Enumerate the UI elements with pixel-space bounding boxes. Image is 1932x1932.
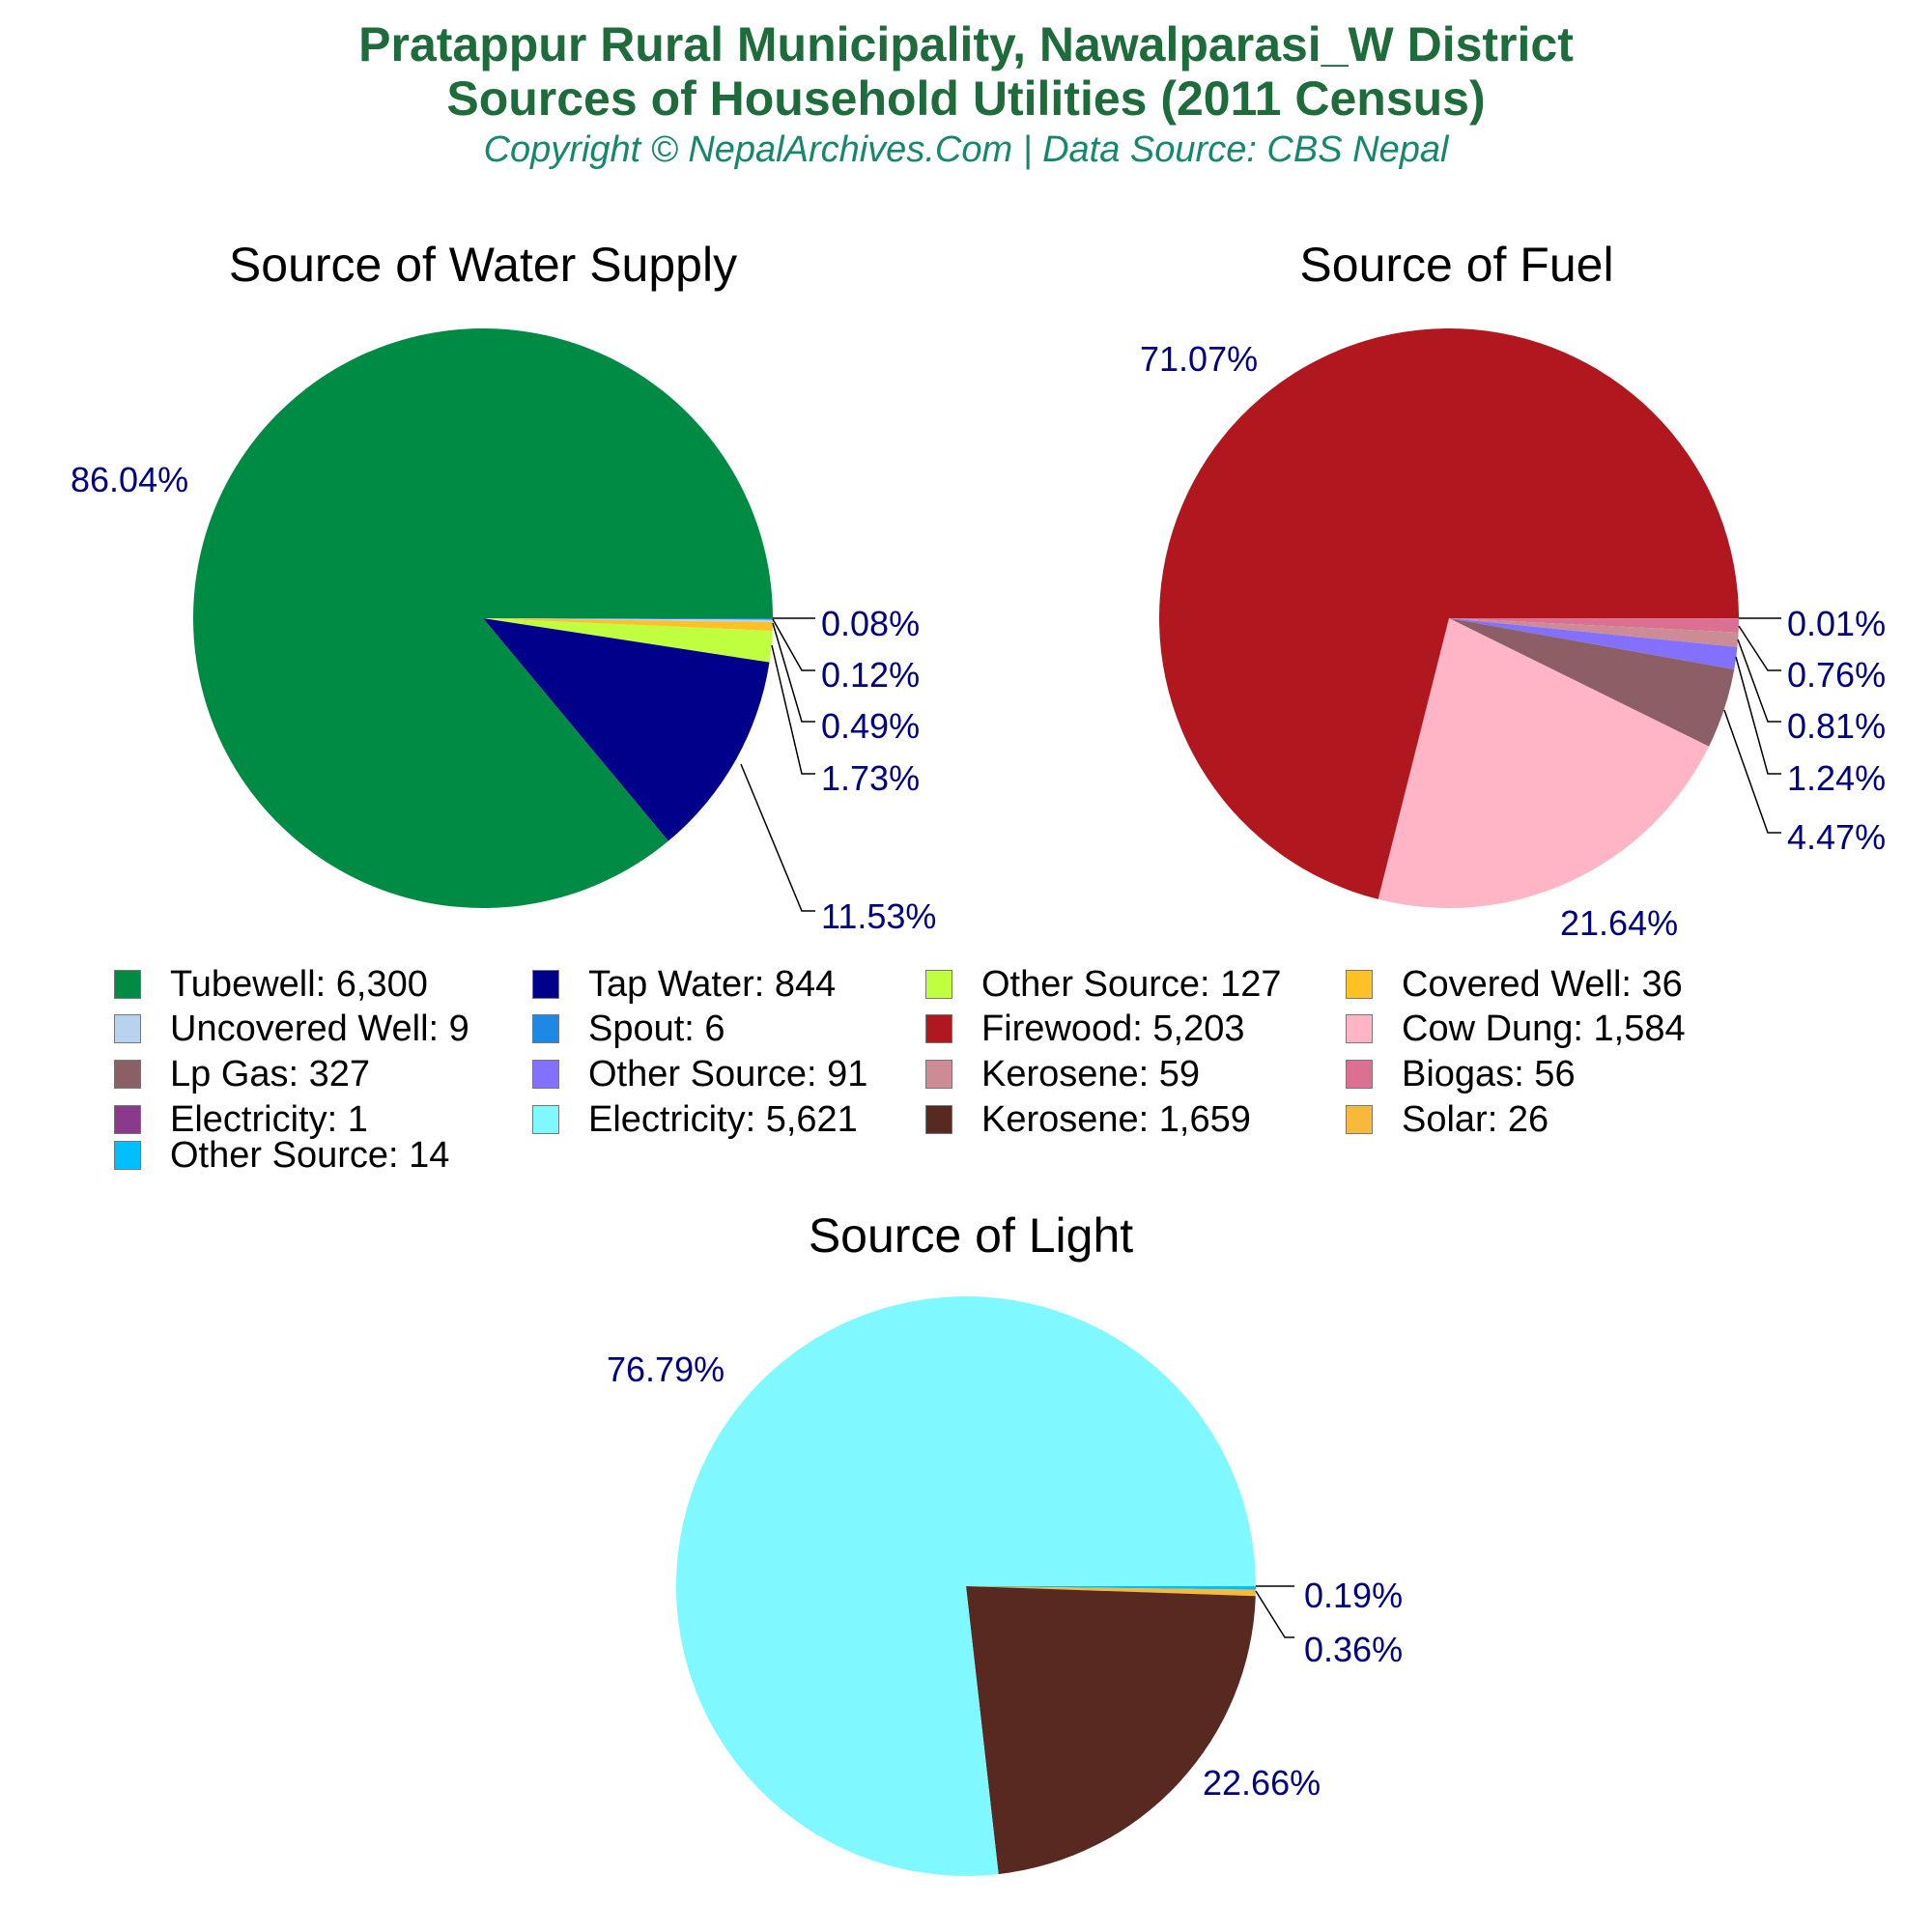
fuel-label-firewood: 71.07% — [1140, 339, 1258, 379]
legend-swatch — [114, 970, 141, 999]
water-label-spout: 0.08% — [821, 604, 920, 643]
legend-swatch — [114, 1060, 141, 1089]
legend-item-kerosene-light: Kerosene: 1,659 — [925, 1098, 1251, 1141]
legend-label: Tubewell: 6,300 — [170, 963, 428, 1005]
legend-swatch — [532, 1014, 559, 1043]
fuel-percent-labels: 71.07% 21.64% 4.47% 1.24% 0.81% 0.76% 0.… — [1140, 339, 1886, 943]
legend-swatch — [925, 1105, 952, 1134]
legend-item-spout: Spout: 6 — [532, 1008, 725, 1050]
legend-item-electricity-fuel: Electricity: 1 — [114, 1098, 368, 1141]
legend-label: Kerosene: 59 — [981, 1053, 1201, 1094]
water-label-tap: 11.53% — [821, 896, 936, 936]
legend-swatch — [532, 1060, 559, 1089]
pie-slice-other-source — [966, 1586, 1256, 1590]
legend-label: Other Source: 127 — [981, 963, 1282, 1005]
pie-slice-cow-dung — [1378, 618, 1710, 908]
light-label-kerosene: 22.66% — [1203, 1763, 1321, 1803]
pie-slice-electricity — [676, 1296, 1256, 1876]
legend-item-firewood: Firewood: 5,203 — [925, 1008, 1245, 1050]
legend-item-biogas: Biogas: 56 — [1346, 1053, 1576, 1095]
legend-item-kerosene-fuel: Kerosene: 59 — [925, 1053, 1200, 1095]
water-percent-labels: 86.04% 11.53% 1.73% 0.49% 0.12% 0.08% — [71, 460, 936, 936]
legend-label: Other Source: 91 — [588, 1053, 868, 1094]
pie-slice-lp-gas — [1449, 618, 1735, 747]
pie-slice-tubewell — [193, 328, 773, 909]
water-label-other: 1.73% — [821, 758, 920, 798]
pie-slice-covered-well — [483, 618, 773, 632]
fuel-label-biogas: 0.76% — [1787, 655, 1886, 695]
legend-label: Biogas: 56 — [1402, 1053, 1576, 1094]
legend-label: Electricity: 5,621 — [588, 1098, 858, 1140]
legend-label: Solar: 26 — [1402, 1098, 1549, 1140]
fuel-label-electricity: 0.01% — [1787, 604, 1886, 643]
water-label-tubewell: 86.04% — [71, 460, 188, 499]
light-label-solar: 0.36% — [1304, 1630, 1403, 1669]
legend-item-lp-gas: Lp Gas: 327 — [114, 1053, 370, 1095]
pie-slice-biogas — [1449, 618, 1739, 633]
pie-slice-kerosene — [1449, 618, 1739, 647]
legend-swatch — [925, 1060, 952, 1089]
legend-item-uncovered-well: Uncovered Well: 9 — [114, 1008, 469, 1050]
light-label-other: 0.19% — [1304, 1576, 1403, 1615]
chart-title-line2: Sources of Household Utilities (2011 Cen… — [446, 71, 1486, 126]
fuel-label-cowdung: 21.64% — [1560, 903, 1678, 943]
chart-subtitle: Copyright © NepalArchives.Com | Data Sou… — [483, 129, 1449, 170]
pie-slice-other-source — [483, 618, 773, 663]
legend-item-covered-well: Covered Well: 36 — [1346, 963, 1683, 1006]
water-label-covered: 0.49% — [821, 706, 920, 746]
fuel-pie-title: Source of Fuel — [1299, 238, 1614, 292]
legend-item-other-source-fuel: Other Source: 91 — [532, 1053, 867, 1095]
legend-swatch — [114, 1105, 141, 1134]
water-pie-title: Source of Water Supply — [228, 238, 738, 292]
legend-item-tap-water: Tap Water: 844 — [532, 963, 836, 1006]
legend-swatch — [1346, 1105, 1373, 1134]
pie-slice-uncovered-well — [483, 618, 773, 622]
water-supply-pie — [193, 328, 773, 909]
legend-item-cow-dung: Cow Dung: 1,584 — [1346, 1008, 1686, 1050]
pie-slice-spout — [483, 618, 773, 620]
chart-title-line1: Pratappur Rural Municipality, Nawalparas… — [358, 17, 1574, 71]
legend-swatch — [532, 970, 559, 999]
legend-swatch — [114, 1014, 141, 1043]
legend-swatch — [1346, 1060, 1373, 1089]
legend-swatch — [925, 1014, 952, 1043]
legend-label: Spout: 6 — [588, 1008, 725, 1049]
light-pie-title: Source of Light — [808, 1208, 1134, 1263]
legend-swatch — [532, 1105, 559, 1134]
legend-label: Other Source: 14 — [170, 1134, 450, 1176]
pie-slice-kerosene — [966, 1586, 1256, 1875]
fuel-label-kerosene: 0.81% — [1787, 706, 1886, 746]
light-label-electricity: 76.79% — [607, 1350, 724, 1389]
legend-label: Electricity: 1 — [170, 1098, 368, 1140]
legend-swatch — [1346, 970, 1373, 999]
legend-swatch — [114, 1141, 141, 1170]
legend-label: Uncovered Well: 9 — [170, 1008, 469, 1049]
legend-item-other-source-water: Other Source: 127 — [925, 963, 1282, 1006]
pie-slice-firewood — [1159, 328, 1739, 899]
legend-item-solar: Solar: 26 — [1346, 1098, 1548, 1141]
pie-slice-other-source — [1449, 618, 1738, 670]
pie-slice-solar — [966, 1586, 1256, 1597]
fuel-label-other: 1.24% — [1787, 758, 1886, 798]
fuel-label-lpgas: 4.47% — [1787, 817, 1886, 857]
legend-item-electricity-light: Electricity: 5,621 — [532, 1098, 858, 1141]
legend-label: Cow Dung: 1,584 — [1402, 1008, 1686, 1049]
pie-slice-tap-water — [483, 618, 770, 841]
legend-label: Tap Water: 844 — [588, 963, 837, 1005]
water-label-uncovered: 0.12% — [821, 655, 920, 695]
legend-label: Lp Gas: 327 — [170, 1053, 371, 1094]
light-pie — [676, 1296, 1256, 1876]
legend-label: Covered Well: 36 — [1402, 963, 1683, 1005]
legend-swatch — [925, 970, 952, 999]
fuel-pie — [1159, 328, 1739, 908]
legend-item-other-source-light: Other Source: 14 — [114, 1134, 449, 1177]
legend-label: Kerosene: 1,659 — [981, 1098, 1251, 1140]
legend-label: Firewood: 5,203 — [981, 1008, 1245, 1049]
light-percent-labels: 76.79% 22.66% 0.36% 0.19% — [607, 1350, 1403, 1803]
legend-swatch — [1346, 1014, 1373, 1043]
legend-item-tubewell: Tubewell: 6,300 — [114, 963, 428, 1006]
